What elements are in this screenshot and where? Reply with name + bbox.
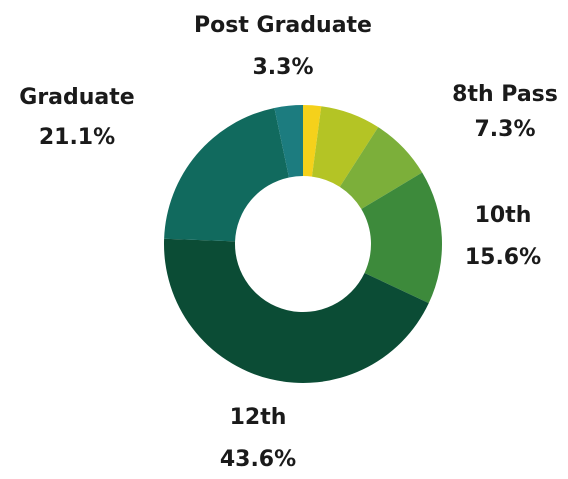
category-label: Post Graduate: [194, 13, 372, 38]
category-label: 12th: [230, 405, 287, 430]
category-label: 8th Pass: [452, 82, 558, 107]
value-label: 43.6%: [220, 447, 296, 472]
category-label: 10th: [475, 203, 532, 228]
donut-slice: [274, 105, 303, 178]
donut-slice: [311, 106, 379, 187]
donut-slice: [361, 172, 442, 304]
donut: [164, 105, 442, 384]
value-label: 15.6%: [465, 245, 541, 270]
value-label: 21.1%: [39, 125, 115, 150]
value-label: 7.3%: [474, 117, 535, 142]
donut-slice: [164, 107, 290, 242]
value-label: 3.3%: [252, 55, 313, 80]
donut-slice: [303, 105, 322, 177]
donut-slice: [339, 127, 423, 210]
donut-slice: [164, 238, 429, 384]
category-label: Graduate: [19, 85, 134, 110]
